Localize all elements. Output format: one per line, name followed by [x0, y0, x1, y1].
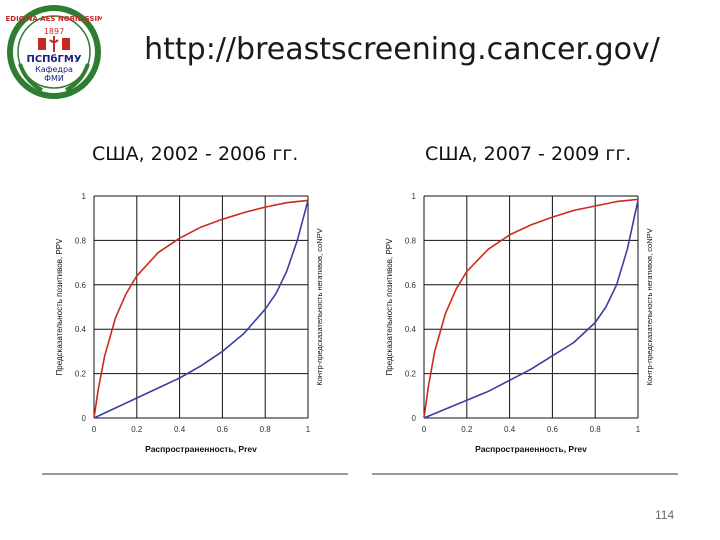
y-tick-label: 0.4: [75, 325, 87, 334]
logo-dept-line1: Кафедра: [35, 65, 73, 74]
logo-dept-line2: ФМИ: [44, 74, 64, 83]
chart-right-svg: 0 0.2 0.4 0.6 0.8 1 0 0.2 0.4 0.6 0.8 1 Распростране…: [372, 192, 678, 475]
x-tick-label: 0.2: [131, 425, 143, 434]
y-tick-label: 0.8: [75, 236, 87, 245]
x-tick-label: 0.8: [590, 425, 602, 434]
y-tick-label: 0.2: [75, 370, 87, 379]
logo-caduceus-icon: [49, 36, 59, 52]
x-tick-label: 0: [92, 425, 97, 434]
slide-title[interactable]: http://breastscreening.cancer.gov/: [144, 32, 660, 67]
chart-heading-left: США, 2002 - 2006 гг.: [92, 143, 299, 165]
y-axis-label-right: Контр-предсказательность негативов, coNP…: [315, 228, 324, 385]
x-axis-label: Распространенность, Prev: [145, 444, 257, 454]
y-axis-label: Предсказательность позитивов, PPV: [385, 238, 394, 376]
chart-left: 0 0.2 0.4 0.6 0.8 1 0 0.2 0.4 0.6 0.8 1 Распростране…: [42, 182, 354, 478]
series-line-conpv: [423, 200, 639, 419]
university-logo: MEDICINA AES NOBILISSIMA 1897 ПСПбГМУ Ка…: [0, 4, 110, 100]
y-axis-label: Предсказательность позитивов, PPV: [55, 238, 64, 376]
page-number: 114: [655, 508, 675, 522]
y-tick-label: 0.2: [405, 370, 417, 379]
y-tick-label: 0: [82, 414, 87, 423]
logo-symbol-icon: [38, 38, 70, 50]
series-line-conpv: [93, 200, 309, 419]
x-tick-label: 0.6: [217, 425, 229, 434]
y-tick-label: 0: [412, 414, 417, 423]
x-tick-label: 0: [422, 425, 427, 434]
x-tick-label: 0.6: [547, 425, 559, 434]
logo-emblem-icon: MEDICINA AES NOBILISSIMA 1897 ПСПбГМУ Ка…: [0, 5, 110, 99]
chart-right: 0 0.2 0.4 0.6 0.8 1 0 0.2 0.4 0.6 0.8 1 Распростране…: [372, 182, 684, 478]
y-tick-label: 1: [82, 192, 87, 201]
chart-heading-right: США, 2007 - 2009 гг.: [425, 143, 632, 165]
series-line-ppv: [93, 199, 309, 419]
logo-laurel-icon: [18, 63, 90, 92]
x-tick-label: 0.4: [504, 425, 516, 434]
chart-left-svg: 0 0.2 0.4 0.6 0.8 1 0 0.2 0.4 0.6 0.8 1 Распростране…: [42, 192, 348, 475]
x-tick-label: 0.8: [260, 425, 272, 434]
x-tick-label: 0.2: [461, 425, 473, 434]
series-line-ppv: [423, 198, 639, 419]
x-axis-label: Распространенность, Prev: [475, 444, 587, 454]
y-tick-label: 0.6: [75, 281, 87, 290]
x-tick-label: 0.4: [174, 425, 186, 434]
logo-year: 1897: [44, 27, 64, 36]
y-tick-label: 0.4: [405, 325, 417, 334]
logo-org-text: ПСПбГМУ: [26, 53, 81, 65]
x-tick-label: 1: [636, 425, 641, 434]
x-tick-label: 1: [306, 425, 311, 434]
logo-inner-ring: [17, 15, 91, 89]
y-tick-label: 1: [412, 192, 417, 201]
y-axis-label-right: Контр-предсказательность негативов, coNP…: [645, 228, 654, 385]
y-tick-label: 0.6: [405, 281, 417, 290]
y-tick-label: 0.8: [405, 236, 417, 245]
logo-top-text: MEDICINA AES NOBILISSIMA: [6, 15, 102, 23]
